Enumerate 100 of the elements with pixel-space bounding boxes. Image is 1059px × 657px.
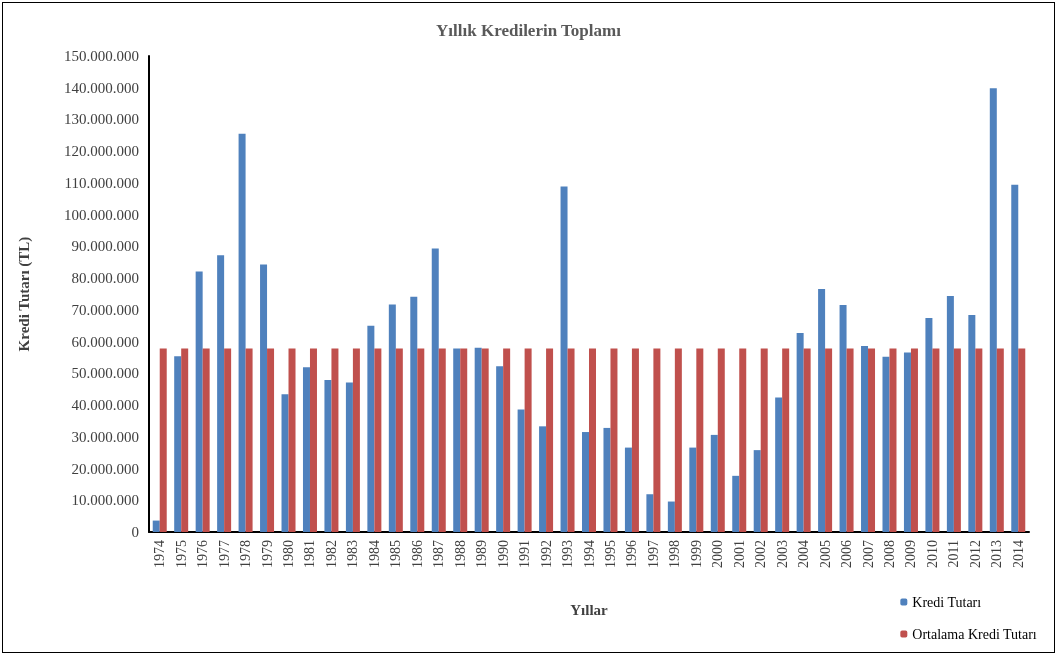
bar [438, 348, 446, 532]
x-tick-label: 2012 [967, 540, 983, 568]
x-tick-label: 1978 [238, 540, 254, 568]
x-tick-label: 1989 [474, 540, 490, 568]
bar [889, 348, 897, 532]
bar [202, 348, 210, 532]
x-tick-label: 1992 [538, 540, 554, 568]
x-tick-label: 1984 [366, 540, 382, 568]
y-tick-label: 50.000.000 [71, 365, 139, 382]
bar [903, 352, 911, 532]
bar [782, 348, 790, 532]
bar [539, 426, 547, 532]
y-tick-label: 110.000.000 [64, 174, 139, 191]
x-tick-label: 2003 [774, 540, 790, 568]
bar [610, 348, 618, 532]
bar [803, 348, 811, 532]
bar [710, 434, 718, 532]
x-tick-label: 2007 [860, 540, 876, 568]
x-tick-label: 2006 [839, 540, 855, 568]
bar [302, 367, 310, 532]
bar [925, 318, 933, 532]
bar [560, 186, 568, 532]
x-tick-label: 1974 [152, 540, 168, 568]
x-tick-label: 2011 [946, 540, 962, 568]
bar [882, 356, 890, 532]
bar [374, 348, 382, 532]
bar [753, 450, 761, 532]
bar [946, 295, 954, 532]
y-tick-label: 20.000.000 [71, 460, 139, 477]
bar [932, 348, 940, 532]
bar [524, 348, 532, 532]
bar [309, 348, 317, 532]
x-tick-label: 2010 [924, 540, 940, 568]
bar [546, 348, 554, 532]
x-tick-label: 2002 [753, 540, 769, 568]
bar [603, 427, 611, 532]
x-tick-label: 1996 [624, 540, 640, 568]
bar [460, 348, 468, 532]
bar [181, 348, 189, 532]
x-tick-label: 1991 [517, 540, 533, 568]
bar [996, 348, 1004, 532]
x-tick-label: 1998 [667, 540, 683, 568]
bar [689, 447, 697, 532]
x-tick-label: 1994 [581, 540, 597, 568]
y-tick-label: 70.000.000 [71, 301, 139, 318]
bar [1018, 348, 1026, 532]
bar [975, 348, 983, 532]
bar [367, 325, 375, 532]
bar [989, 88, 997, 532]
bar [910, 348, 918, 532]
x-tick-label: 1987 [431, 540, 447, 568]
bar [624, 447, 632, 532]
bar [818, 288, 826, 532]
bar [517, 409, 525, 532]
bar [352, 348, 360, 532]
y-axis-title: Kredi Tutarı (TL) [15, 236, 33, 352]
bar [739, 348, 747, 532]
bar [195, 271, 203, 532]
bar [589, 348, 596, 532]
bar [217, 255, 225, 532]
bar [631, 348, 639, 532]
x-tick-label: 1980 [281, 540, 297, 568]
bar [417, 348, 425, 532]
bar [245, 348, 253, 532]
bar [238, 133, 246, 532]
x-tick-label: 1995 [602, 540, 618, 568]
y-tick-label: 150.000.000 [64, 48, 139, 64]
bar [324, 380, 332, 532]
bar [410, 296, 418, 532]
bar [345, 382, 353, 532]
x-tick-label: 2001 [731, 540, 747, 568]
y-tick-label: 10.000.000 [71, 492, 139, 509]
bar [653, 348, 661, 532]
x-tick-label: 2004 [796, 540, 812, 568]
x-tick-label: 2000 [710, 540, 726, 568]
y-tick-label: 60.000.000 [71, 333, 139, 350]
x-tick-label: 1999 [688, 540, 704, 568]
x-tick-label: 1986 [409, 540, 425, 568]
x-tick-label: 1990 [495, 540, 511, 568]
chart-title: Yıllık Kredilerin Toplamı [436, 21, 622, 40]
x-tick-label: 2008 [881, 540, 897, 568]
bar [825, 348, 833, 532]
bar [267, 348, 275, 532]
x-tick-label: 2009 [903, 540, 919, 568]
bar [388, 304, 396, 532]
x-tick-label: 1993 [560, 540, 576, 568]
x-tick-label: 1982 [323, 540, 339, 568]
y-tick-label: 120.000.000 [64, 143, 139, 160]
bar [281, 394, 289, 532]
bar [696, 348, 704, 532]
x-tick-label: 1981 [302, 540, 318, 568]
bar [152, 520, 160, 532]
bar [431, 248, 439, 532]
bar [760, 348, 768, 532]
bar [481, 348, 489, 532]
y-tick-label: 0 [131, 524, 139, 540]
bar [775, 397, 783, 532]
bar [567, 348, 575, 532]
bar [453, 348, 461, 532]
bar [174, 356, 182, 532]
